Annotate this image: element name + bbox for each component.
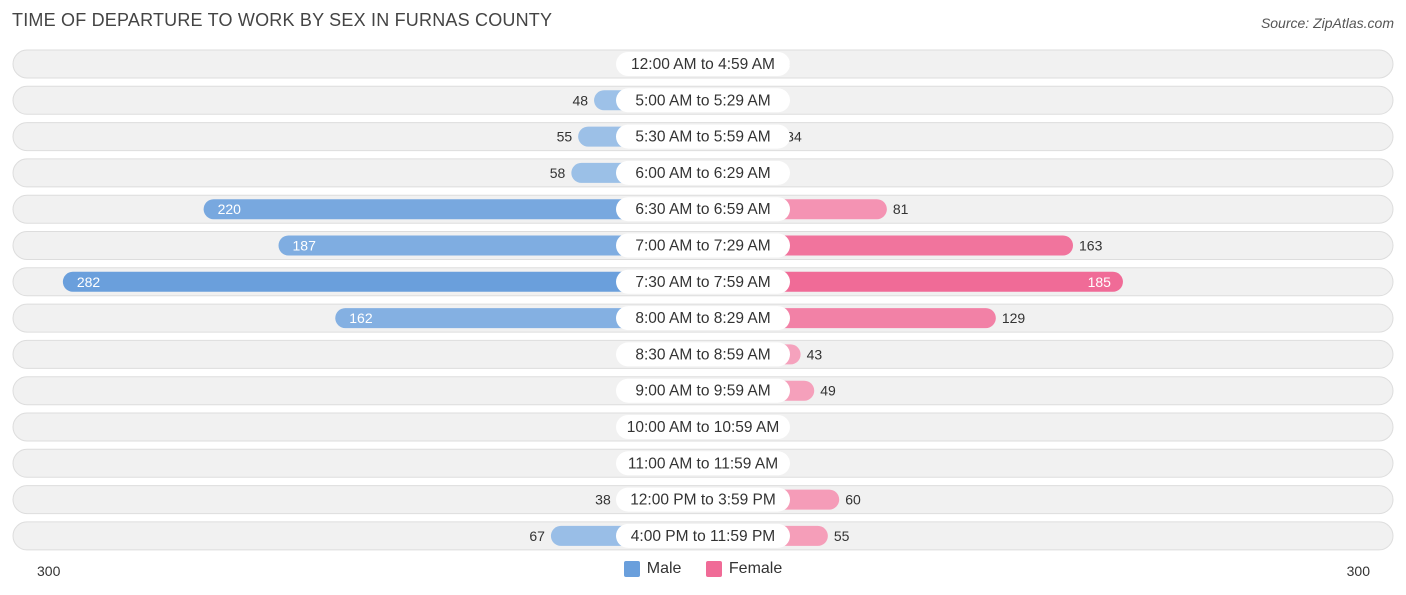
category-label: 9:00 AM to 9:59 AM bbox=[635, 383, 770, 400]
male-value-label: 162 bbox=[349, 310, 373, 326]
legend-swatch-female bbox=[705, 561, 722, 577]
category-label: 12:00 PM to 3:59 PM bbox=[630, 492, 776, 509]
category-label-background bbox=[616, 378, 790, 403]
category-label: 7:00 AM to 7:29 AM bbox=[635, 238, 770, 255]
female-value-label: 34 bbox=[786, 129, 802, 145]
female-bar bbox=[693, 271, 1123, 292]
category-label-background bbox=[616, 342, 790, 367]
category-label-background bbox=[616, 233, 790, 258]
category-label: 4:00 PM to 11:59 PM bbox=[631, 528, 775, 545]
category-label-background bbox=[616, 269, 790, 294]
category-label-background bbox=[616, 88, 790, 113]
category-label: 8:30 AM to 8:59 AM bbox=[635, 346, 770, 363]
legend: Male Female bbox=[0, 560, 1406, 582]
legend-label-female: Female bbox=[728, 560, 783, 577]
female-value-label: 81 bbox=[893, 201, 909, 217]
male-value-label: 58 bbox=[550, 165, 566, 181]
male-value-label: 67 bbox=[529, 528, 545, 544]
category-label-background bbox=[616, 487, 790, 512]
category-label: 7:30 AM to 7:59 AM bbox=[635, 274, 770, 291]
category-label-background bbox=[616, 197, 790, 222]
source-credit: Source: ZipAtlas.com bbox=[1260, 15, 1394, 31]
male-value-label: 48 bbox=[572, 92, 588, 108]
category-label: 11:00 AM to 11:59 AM bbox=[628, 455, 778, 472]
female-value-label: 163 bbox=[1079, 238, 1103, 254]
female-value-label: 43 bbox=[807, 346, 823, 362]
female-value-label: 185 bbox=[1088, 274, 1112, 290]
male-bar bbox=[278, 235, 713, 256]
chart-title: TIME OF DEPARTURE TO WORK BY SEX IN FURN… bbox=[12, 10, 553, 30]
legend-item-female: Female bbox=[705, 560, 783, 578]
male-bar bbox=[203, 199, 713, 220]
male-value-label: 38 bbox=[595, 492, 611, 508]
category-label-background bbox=[616, 52, 790, 76]
category-label: 5:00 AM to 5:29 AM bbox=[635, 92, 770, 109]
legend-label-male: Male bbox=[646, 560, 682, 577]
category-label: 12:00 AM to 4:59 AM bbox=[631, 56, 775, 73]
category-label-background bbox=[616, 523, 790, 548]
axis-label-left: 300 bbox=[37, 563, 61, 579]
female-value-label: 49 bbox=[820, 383, 836, 399]
male-bar bbox=[62, 271, 714, 292]
legend-swatch-male bbox=[623, 561, 640, 577]
axis-label-right: 300 bbox=[1346, 563, 1370, 579]
male-value-label: 282 bbox=[77, 274, 101, 290]
female-value-label: 60 bbox=[845, 492, 861, 508]
category-label-background bbox=[616, 160, 790, 185]
category-label-background bbox=[616, 415, 790, 439]
category-label: 8:00 AM to 8:29 AM bbox=[635, 310, 770, 327]
category-label-background bbox=[616, 451, 790, 476]
category-label-background bbox=[616, 306, 790, 331]
female-value-label: 55 bbox=[834, 528, 850, 544]
legend-item-male: Male bbox=[623, 560, 682, 578]
category-label: 6:30 AM to 6:59 AM bbox=[635, 201, 770, 218]
category-label: 6:00 AM to 6:29 AM bbox=[635, 165, 770, 182]
category-label-background bbox=[616, 124, 790, 149]
male-value-label: 220 bbox=[218, 201, 242, 217]
category-label: 10:00 AM to 10:59 AM bbox=[627, 419, 780, 436]
male-value-label: 187 bbox=[293, 238, 317, 254]
male-value-label: 55 bbox=[557, 129, 573, 145]
category-label: 5:30 AM to 5:59 AM bbox=[635, 129, 770, 146]
female-value-label: 129 bbox=[1002, 310, 1026, 326]
